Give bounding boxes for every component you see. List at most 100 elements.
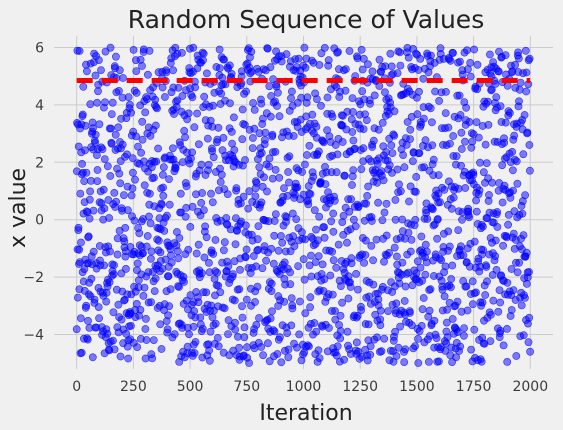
data-point xyxy=(138,249,147,258)
data-point xyxy=(364,320,373,329)
data-point xyxy=(430,316,439,325)
data-point xyxy=(478,298,487,307)
data-point xyxy=(510,131,519,140)
data-point xyxy=(511,61,519,69)
data-point xyxy=(229,270,237,278)
data-point xyxy=(130,216,139,225)
data-point xyxy=(487,85,496,94)
data-point xyxy=(470,45,478,54)
data-point xyxy=(255,314,263,322)
data-point xyxy=(299,255,308,264)
data-point xyxy=(165,200,174,209)
data-point xyxy=(411,215,420,224)
data-point xyxy=(382,199,391,208)
data-point xyxy=(119,74,127,82)
data-point xyxy=(491,236,500,245)
data-point xyxy=(128,154,137,162)
data-point xyxy=(91,130,100,139)
data-point xyxy=(280,297,289,306)
data-point xyxy=(147,298,155,306)
data-point xyxy=(496,102,505,110)
data-point xyxy=(514,54,523,63)
y-tick-label: −2 xyxy=(23,270,44,286)
data-point xyxy=(376,306,385,315)
data-point xyxy=(233,332,242,341)
data-point xyxy=(174,83,183,92)
data-point xyxy=(315,212,324,221)
data-point xyxy=(261,128,270,137)
data-point xyxy=(366,350,375,359)
data-point xyxy=(213,334,222,342)
data-point xyxy=(178,92,187,100)
data-point xyxy=(176,189,185,198)
data-point xyxy=(175,234,184,242)
data-point xyxy=(287,321,296,330)
data-point xyxy=(103,329,112,338)
data-point xyxy=(288,209,297,218)
data-point xyxy=(314,236,322,245)
data-point xyxy=(374,125,383,134)
data-point xyxy=(268,307,276,316)
data-point xyxy=(128,184,137,193)
data-point xyxy=(421,136,430,145)
data-point xyxy=(303,93,312,102)
data-point xyxy=(421,270,430,279)
data-point xyxy=(482,159,491,167)
data-point xyxy=(359,125,368,134)
data-point xyxy=(115,87,123,95)
data-point xyxy=(400,297,409,305)
data-point xyxy=(320,233,329,242)
data-point xyxy=(79,82,88,91)
data-point xyxy=(341,65,350,73)
data-point xyxy=(75,245,84,254)
data-point xyxy=(396,187,405,196)
data-point xyxy=(109,336,117,345)
data-point xyxy=(505,109,514,117)
data-point xyxy=(76,314,85,323)
data-point xyxy=(259,351,267,360)
data-point xyxy=(273,102,281,110)
data-point xyxy=(249,99,257,107)
data-point xyxy=(215,45,224,54)
data-point xyxy=(304,200,313,209)
data-point xyxy=(109,308,118,317)
data-point xyxy=(202,233,211,242)
data-point xyxy=(349,136,358,145)
data-point xyxy=(143,70,152,79)
data-point xyxy=(84,232,93,241)
data-point xyxy=(192,249,201,258)
data-point xyxy=(424,357,433,366)
data-point xyxy=(345,47,354,55)
data-point xyxy=(91,71,100,80)
data-point xyxy=(326,271,335,280)
data-point xyxy=(184,109,193,118)
data-point xyxy=(460,324,468,332)
data-point xyxy=(115,169,124,178)
data-point xyxy=(197,160,206,169)
data-point xyxy=(163,325,172,334)
data-point xyxy=(524,338,533,347)
data-point xyxy=(333,150,342,159)
data-point xyxy=(421,240,430,249)
data-point xyxy=(525,268,533,276)
data-point xyxy=(231,240,240,249)
data-point xyxy=(110,345,119,354)
data-point xyxy=(523,128,532,137)
x-tick-label: 1500 xyxy=(399,379,435,395)
data-point xyxy=(433,234,441,243)
data-point xyxy=(392,299,401,308)
data-point xyxy=(391,215,400,224)
data-point xyxy=(129,46,138,54)
data-point xyxy=(194,298,203,307)
data-point xyxy=(369,256,377,265)
x-tick-label: 0 xyxy=(72,379,81,395)
data-point xyxy=(132,132,140,141)
data-point xyxy=(306,303,314,312)
data-point xyxy=(240,333,249,342)
data-point xyxy=(270,231,279,240)
data-point xyxy=(266,314,275,323)
data-point xyxy=(139,291,148,300)
data-point xyxy=(494,307,503,316)
data-point xyxy=(366,99,374,108)
